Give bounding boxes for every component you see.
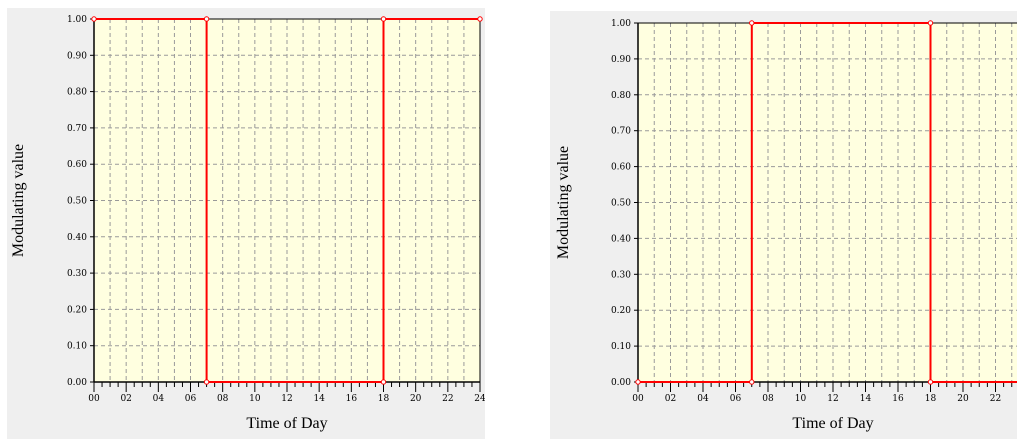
- x-tick-label: 22: [990, 394, 1001, 404]
- y-tick-label: 0.40: [611, 234, 631, 244]
- x-tick-label: 20: [410, 394, 422, 404]
- data-point: [749, 379, 755, 385]
- y-tick-label: 0.20: [611, 306, 631, 316]
- series-line: [94, 18, 480, 383]
- chart-right: 000204060810121416182022240.000.100.200.…: [555, 19, 1017, 432]
- x-tick-label: 16: [346, 394, 358, 404]
- x-tick-label: 20: [957, 394, 969, 404]
- data-point: [927, 379, 934, 385]
- y-tick-label: 0.70: [67, 124, 87, 134]
- x-tick-label: 14: [313, 394, 325, 404]
- y-tick-label: 0.50: [611, 199, 631, 209]
- x-tick-label: 16: [892, 394, 904, 404]
- y-tick-label: 0.60: [611, 163, 631, 173]
- x-tick-label: 10: [249, 394, 261, 404]
- y-axis-label: Modulating value: [555, 146, 572, 259]
- series-group: [635, 20, 1017, 385]
- y-tick-label: 0.90: [67, 51, 87, 61]
- chart-panel-left: 00 02 04 06 08 10 12 14 16 18 20 22 24 0.00 0.10 0.20 0.…: [7, 8, 485, 439]
- x-tick-label: 00: [632, 394, 644, 404]
- x-tick-label: 02: [665, 394, 676, 404]
- series-group: [91, 16, 483, 385]
- x-axis-label: Time of Day: [246, 415, 327, 432]
- x-tick-label: 04: [697, 394, 709, 404]
- x-axis-label: Time of Day: [792, 415, 873, 432]
- x-tick-label: 10: [795, 394, 807, 404]
- data-point: [927, 20, 934, 26]
- x-tick-label: 00: [88, 394, 100, 404]
- y-tick-label: 0.00: [67, 378, 87, 388]
- data-point: [749, 20, 755, 26]
- x-tick-label: 06: [730, 394, 742, 404]
- x-tick-label: 12: [281, 394, 292, 404]
- y-tick-label: 0.00: [611, 378, 631, 388]
- x-tick-label: 08: [217, 394, 229, 404]
- chart-left: 00 02 04 06 08 10 12 14 16 18 20 22 24 0.00 0.10 0.20 0.…: [10, 15, 485, 432]
- data-point: [203, 379, 210, 385]
- y-tick-label: 1.00: [67, 15, 87, 25]
- x-tick-label: 24: [474, 394, 485, 404]
- y-tick-label: 0.90: [611, 55, 631, 65]
- y-tick-label: 0.50: [67, 197, 87, 207]
- x-tick-label: 06: [185, 394, 197, 404]
- x-tick-label: 12: [827, 394, 838, 404]
- x-tick-label: 18: [378, 394, 390, 404]
- x-tick-label: 18: [925, 394, 937, 404]
- data-point: [380, 16, 387, 22]
- x-tick-label: 02: [120, 394, 131, 404]
- x-tick-label: 14: [860, 394, 872, 404]
- data-point: [91, 16, 97, 22]
- x-tick-label: 08: [762, 394, 774, 404]
- y-axis-label: Modulating value: [10, 144, 27, 257]
- data-point: [380, 379, 387, 385]
- y-tick-label: 0.40: [67, 233, 87, 243]
- y-tick-label: 0.80: [67, 88, 87, 98]
- y-tick-label: 0.10: [611, 342, 631, 352]
- data-point: [635, 379, 641, 385]
- data-point: [477, 16, 483, 22]
- data-point: [203, 16, 210, 22]
- y-tick-label: 0.30: [611, 270, 631, 280]
- chart-panel-right: 000204060810121416182022240.000.100.200.…: [550, 11, 1017, 439]
- y-tick-label: 0.60: [67, 160, 87, 170]
- y-tick-label: 0.20: [67, 305, 87, 315]
- y-tick-label: 1.00: [611, 19, 631, 29]
- y-tick-label: 0.30: [67, 269, 87, 279]
- series-line: [638, 22, 1017, 383]
- y-tick-label: 0.10: [67, 342, 87, 352]
- y-tick-label: 0.80: [611, 91, 631, 101]
- y-tick-label: 0.70: [611, 127, 631, 137]
- x-tick-label: 22: [442, 394, 453, 404]
- x-tick-label: 04: [153, 394, 165, 404]
